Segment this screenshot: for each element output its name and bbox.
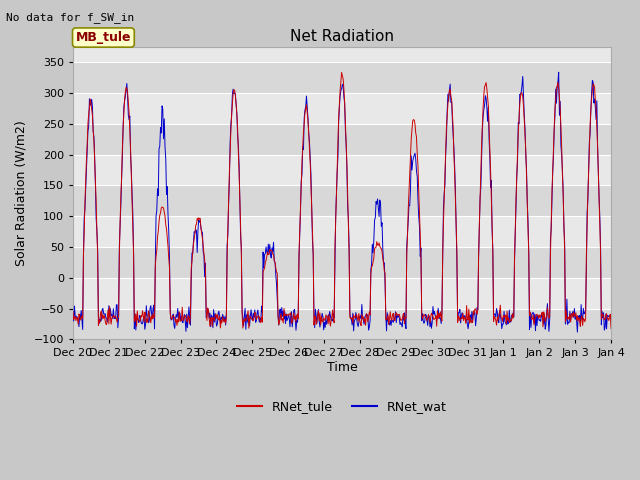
RNet_wat [607,312,615,318]
Bar [73,309,611,339]
Bar [73,278,611,309]
RNet_wat [79,326,86,332]
RNet_wat [218,314,225,320]
RNet_wat [573,329,581,335]
Bar [73,216,611,247]
RNet_tule [424,315,431,321]
Bar [73,247,611,278]
Title: Net Radiation: Net Radiation [290,29,394,44]
RNet_tule [79,316,86,322]
Y-axis label: Solar Radiation (W/m2): Solar Radiation (W/m2) [15,120,28,266]
RNet_wat [69,313,77,319]
X-axis label: Time: Time [326,361,357,374]
RNet_tule [607,325,615,331]
Line: RNet_wat: RNet_wat [73,72,611,332]
RNet_tule [408,126,416,132]
RNet_tule [218,317,225,323]
Text: No data for f_SW_in: No data for f_SW_in [6,12,134,23]
Bar [73,155,611,185]
Bar [73,185,611,216]
RNet_tule [189,250,196,256]
RNet_wat [408,153,415,159]
Text: MB_tule: MB_tule [76,31,131,44]
RNet_tule [134,317,142,323]
RNet_wat [555,69,563,75]
Legend: RNet_tule, RNet_wat: RNet_tule, RNet_wat [232,395,452,418]
Bar [73,62,611,93]
RNet_wat [423,317,431,323]
RNet_tule [338,70,346,75]
Bar [73,47,611,62]
RNet_wat [189,251,196,256]
Line: RNet_tule: RNet_tule [73,72,611,328]
Bar [73,124,611,155]
Bar [73,93,611,124]
RNet_tule [69,309,77,314]
RNet_wat [134,318,142,324]
